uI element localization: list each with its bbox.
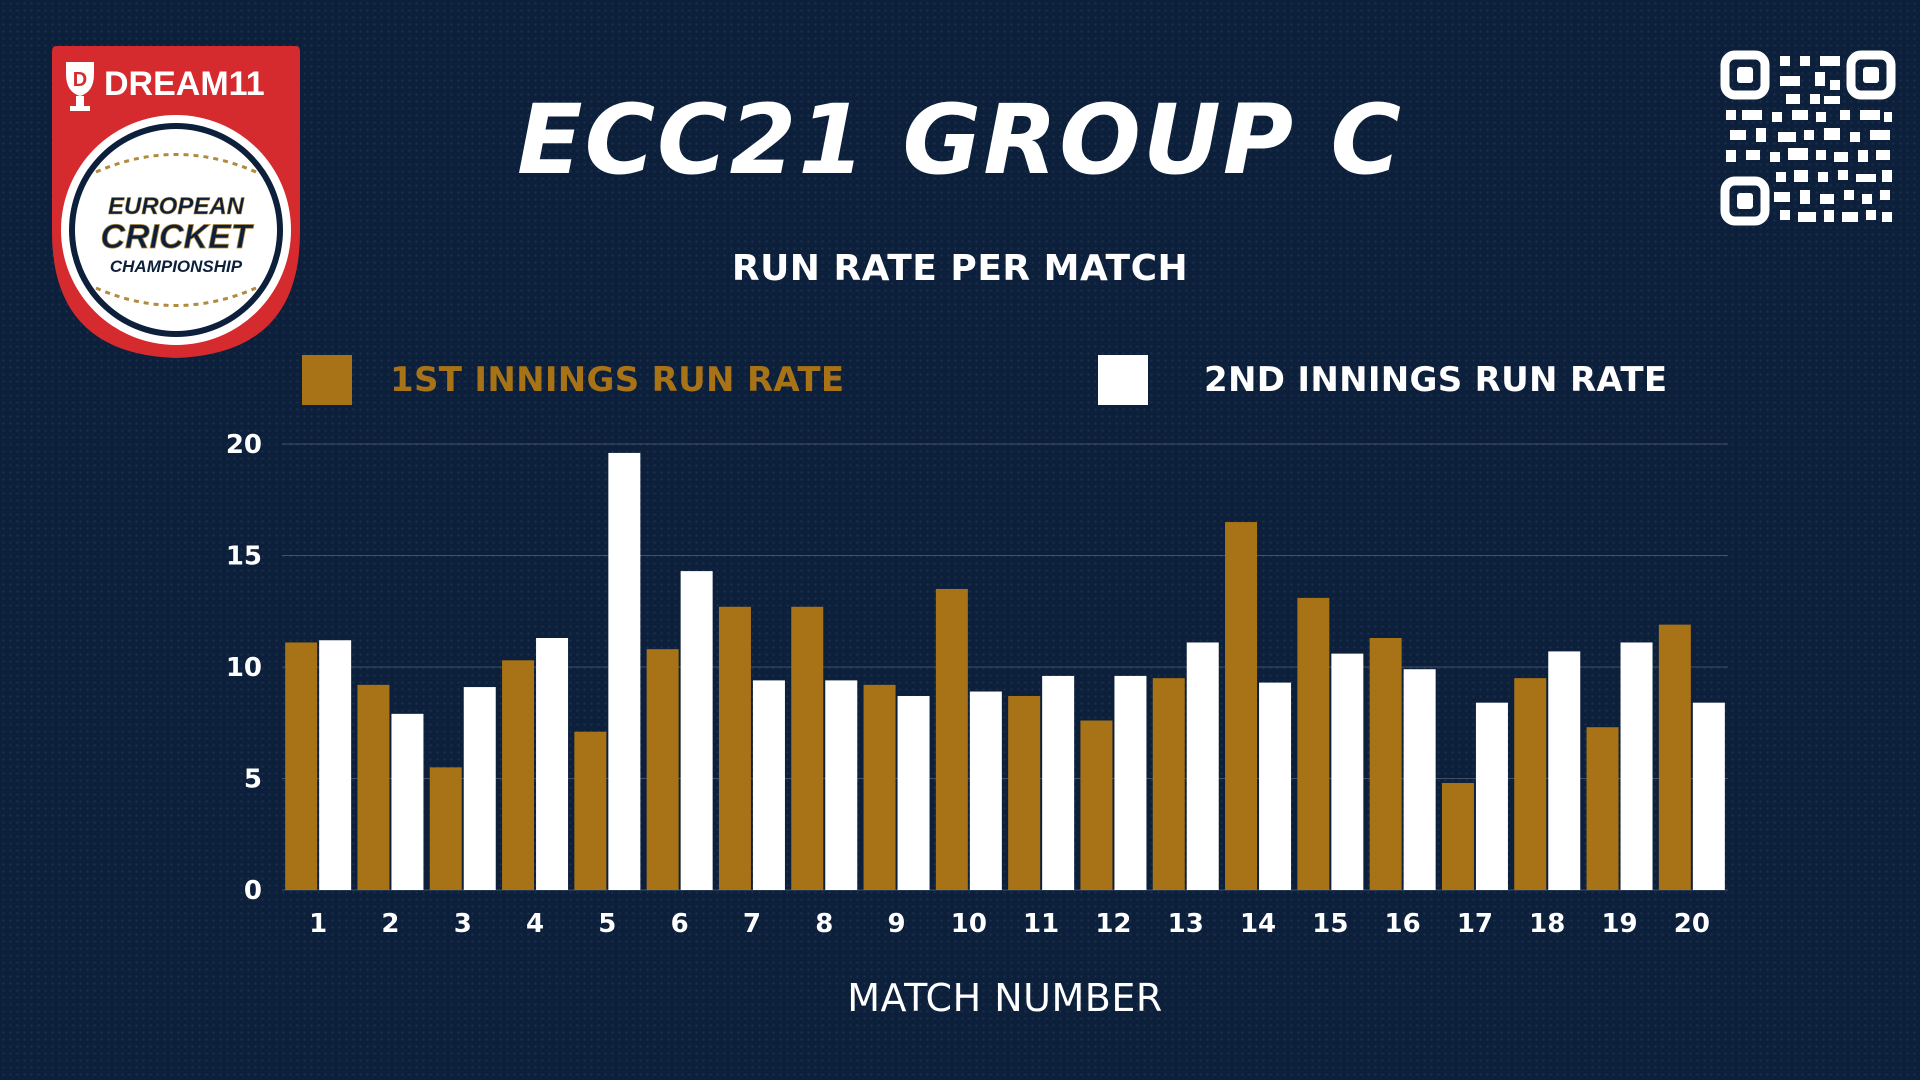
x-tick-label: 7	[743, 909, 761, 939]
logo-text-cricket: CRICKET	[100, 218, 254, 256]
dream11-brand-text: DREAM11	[104, 65, 265, 103]
svg-text:D: D	[73, 69, 87, 91]
x-axis-ticks: 1 2 3 4 5 6 7 8 9 10 11 12 13 14 15 16 17 18 19 20	[309, 909, 1710, 939]
bar-first-innings	[863, 684, 896, 890]
bar-first-innings	[1514, 678, 1547, 890]
bar-second-innings	[1114, 675, 1147, 890]
bar-first-innings	[357, 684, 390, 890]
bar-second-innings	[752, 680, 785, 890]
x-tick-label: 18	[1529, 909, 1565, 939]
bar-second-innings	[463, 687, 496, 890]
x-tick-label: 4	[526, 909, 544, 939]
bar-second-innings	[1186, 642, 1219, 890]
bar-second-innings	[680, 571, 713, 890]
legend-item-second-innings: 2ND INNINGS RUN RATE	[1098, 354, 1667, 406]
bar-first-innings	[791, 606, 824, 890]
legend-label-second-innings: 2ND INNINGS RUN RATE	[1204, 360, 1668, 400]
bar-first-innings	[1080, 720, 1113, 890]
x-tick-label: 12	[1095, 909, 1131, 939]
bar-first-innings	[429, 767, 462, 890]
y-axis-ticks: 0 5 10 15 20	[226, 430, 262, 906]
legend-swatch-second-innings	[1098, 355, 1148, 405]
chart-title: ECC21 GROUP C	[516, 84, 1403, 196]
bar-first-innings	[646, 649, 679, 890]
logo-text-championship: CHAMPIONSHIP	[110, 257, 243, 276]
bar-first-innings	[1658, 624, 1691, 890]
x-tick-label: 10	[951, 909, 987, 939]
bar-first-innings	[574, 731, 607, 890]
legend-swatch-first-innings	[302, 355, 352, 405]
y-tick-label: 15	[226, 542, 262, 572]
bar-first-innings	[502, 660, 535, 890]
bar-second-innings	[319, 640, 352, 890]
bar-second-innings	[1331, 653, 1364, 890]
bars	[285, 452, 1725, 890]
logo-text-european: EUROPEAN	[108, 193, 245, 220]
legend-label-first-innings: 1ST INNINGS RUN RATE	[390, 360, 845, 400]
x-tick-label: 1	[309, 909, 327, 939]
bar-first-innings	[1152, 678, 1185, 890]
y-tick-label: 20	[226, 430, 262, 460]
bar-first-innings	[1441, 782, 1474, 890]
legend-item-first-innings: 1ST INNINGS RUN RATE	[302, 354, 844, 406]
bar-first-innings	[1225, 522, 1258, 890]
bar-first-innings	[285, 642, 318, 890]
bar-second-innings	[1692, 702, 1725, 890]
bar-first-innings	[935, 588, 968, 890]
bar-second-innings	[1259, 682, 1292, 890]
bar-second-innings	[825, 680, 858, 890]
bar-first-innings	[1297, 597, 1330, 890]
ball-seam-icon	[95, 153, 257, 307]
bar-first-innings	[718, 606, 751, 890]
bar-second-innings	[897, 695, 930, 890]
bar-first-innings	[1586, 727, 1619, 890]
bar-second-innings	[536, 638, 569, 890]
bar-second-innings	[1042, 675, 1075, 890]
bar-second-innings	[391, 713, 424, 890]
chart-subtitle: RUN RATE PER MATCH	[731, 248, 1189, 289]
bar-second-innings	[1403, 669, 1436, 890]
x-tick-label: 2	[381, 909, 399, 939]
x-tick-label: 3	[454, 909, 472, 939]
qr-code-icon[interactable]	[1720, 50, 1896, 226]
bar-first-innings	[1369, 638, 1402, 890]
x-tick-label: 9	[888, 909, 906, 939]
x-tick-label: 11	[1023, 909, 1059, 939]
x-tick-label: 8	[815, 909, 833, 939]
y-tick-label: 0	[244, 876, 262, 906]
x-tick-label: 20	[1674, 909, 1710, 939]
x-tick-label: 16	[1385, 909, 1421, 939]
bar-second-innings	[969, 691, 1002, 890]
bar-second-innings	[1475, 702, 1508, 890]
bar-second-innings	[608, 452, 641, 890]
y-tick-label: 5	[244, 765, 262, 795]
bar-second-innings	[1620, 642, 1653, 890]
bar-first-innings	[1008, 695, 1041, 890]
ecc-logo: D DREAM11 EUROPEAN CRICKET CHAMPIONSHIP	[52, 46, 300, 358]
x-tick-label: 5	[598, 909, 616, 939]
x-tick-label: 13	[1168, 909, 1204, 939]
dream11-mark-icon: D	[66, 62, 94, 111]
x-tick-label: 14	[1240, 909, 1276, 939]
bar-second-innings	[1548, 651, 1581, 890]
x-tick-label: 17	[1457, 909, 1493, 939]
x-tick-label: 19	[1601, 909, 1637, 939]
grid-lines	[282, 443, 1728, 891]
y-tick-label: 10	[226, 653, 262, 683]
logo-ball	[75, 129, 277, 331]
x-tick-label: 15	[1312, 909, 1348, 939]
x-tick-label: 6	[671, 909, 689, 939]
